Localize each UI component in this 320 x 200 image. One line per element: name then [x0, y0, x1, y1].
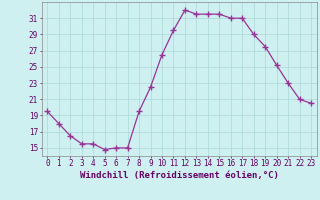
X-axis label: Windchill (Refroidissement éolien,°C): Windchill (Refroidissement éolien,°C): [80, 171, 279, 180]
